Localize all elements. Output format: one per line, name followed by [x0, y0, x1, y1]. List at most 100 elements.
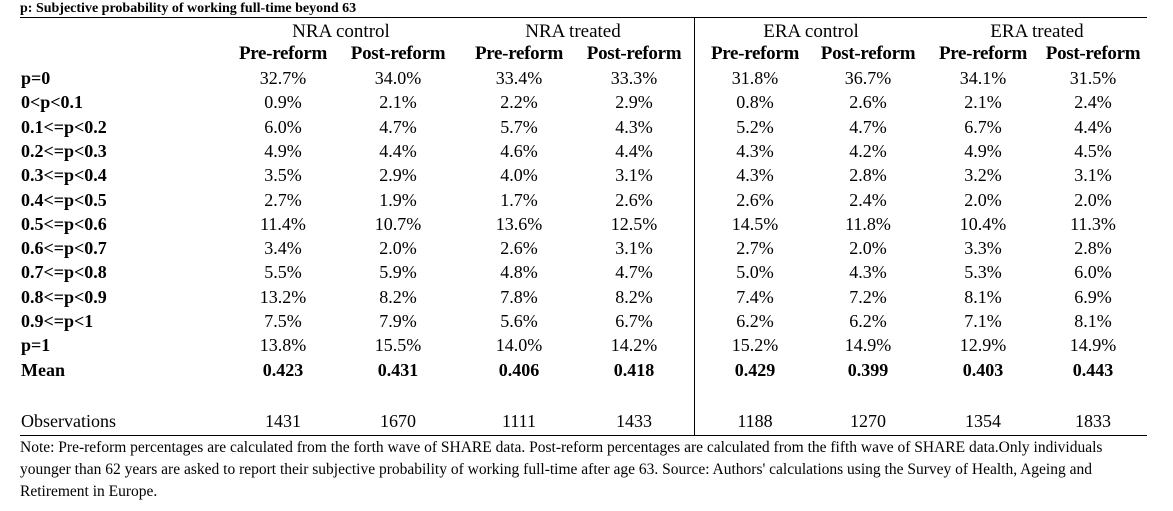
table-cell: 2.4% [1074, 92, 1112, 112]
table-cell: 4.0% [500, 165, 538, 185]
table-cell: 14.9% [844, 335, 892, 355]
table-cell: 12.5% [610, 214, 658, 234]
row-label: p=1 [21, 335, 51, 355]
table-cell: 6.2% [849, 311, 887, 331]
table-row: 0.6<=p<0.7 3.4% 2.0% 2.6% 3.1% 2.7% 2.0% 3.3% 2.… [0, 236, 1173, 260]
table-cell: 1670 [380, 411, 416, 431]
table-cell: 0.406 [498, 360, 540, 380]
column-header: Post-reform [350, 43, 446, 64]
table-cell: 0.9% [264, 92, 302, 112]
table-cell: 5.7% [500, 117, 538, 137]
table-cell: 5.2% [736, 117, 774, 137]
table-row: 0.9<=p<1 7.5% 7.9% 5.6% 6.7% 6.2% 6.2% 7.1% 8.1% [0, 309, 1173, 333]
row-label: Mean [21, 360, 65, 380]
table-cell: 14.5% [731, 214, 779, 234]
table-cell: 5.9% [379, 262, 417, 282]
column-header: Post-reform [1045, 43, 1141, 64]
table-cell: 31.5% [1069, 68, 1117, 88]
table-cell: 3.5% [264, 165, 302, 185]
table-cell: 34.0% [374, 68, 422, 88]
table-cell: 1188 [737, 411, 773, 431]
group-header: ERA treated [990, 21, 1084, 42]
table-cell: 4.7% [849, 117, 887, 137]
table-cell: 4.4% [379, 141, 417, 161]
row-label: Observations [21, 411, 116, 431]
top-rule [20, 17, 1147, 18]
table-cell: 5.3% [964, 262, 1002, 282]
table-cell: 13.2% [259, 287, 307, 307]
table-cell: 2.4% [849, 190, 887, 210]
table-cell: 3.1% [615, 165, 653, 185]
table-cell: 6.0% [264, 117, 302, 137]
table-cell: 5.6% [500, 311, 538, 331]
table-caption: p: Subjective probability of working ful… [20, 1, 357, 16]
table-cell: 4.7% [615, 262, 653, 282]
table-cell: 6.2% [736, 311, 774, 331]
table-cell: 4.3% [736, 141, 774, 161]
table-row: p=1 13.8% 15.5% 14.0% 14.2% 15.2% 14.9% 12.9% 14… [0, 333, 1173, 357]
table-row: 0.4<=p<0.5 2.7% 1.9% 1.7% 2.6% 2.6% 2.4% 2.0% 2.… [0, 188, 1173, 212]
table-cell: 36.7% [844, 68, 892, 88]
table-cell: 32.7% [259, 68, 307, 88]
table-cell: 1833 [1075, 411, 1111, 431]
row-label: 0.1<=p<0.2 [21, 117, 107, 137]
table-row: 0.7<=p<0.8 5.5% 5.9% 4.8% 4.7% 5.0% 4.3% 5.3% 6.… [0, 260, 1173, 284]
table-cell: 2.1% [379, 92, 417, 112]
column-header: Pre-reform [474, 43, 564, 64]
table-cell: 2.6% [500, 238, 538, 258]
table-row: 0<p<0.1 0.9% 2.1% 2.2% 2.9% 0.8% 2.6% 2.1% 2.4% [0, 90, 1173, 114]
table-cell: 2.6% [615, 190, 653, 210]
table-cell: 4.9% [264, 141, 302, 161]
table-row: 0.2<=p<0.3 4.9% 4.4% 4.6% 4.4% 4.3% 4.2% 4.9% 4.… [0, 139, 1173, 163]
table-cell: 0.431 [377, 360, 419, 380]
table-cell: 7.1% [964, 311, 1002, 331]
table-cell: 2.9% [615, 92, 653, 112]
table-cell: 0.418 [613, 360, 655, 380]
table-cell: 6.0% [1074, 262, 1112, 282]
table-cell: 12.9% [959, 335, 1007, 355]
column-divider [694, 18, 695, 435]
table-row: 0.1<=p<0.2 6.0% 4.7% 5.7% 4.3% 5.2% 4.7% 6.7% 4.… [0, 115, 1173, 139]
row-label: p=0 [21, 68, 51, 88]
table-cell: 10.4% [959, 214, 1007, 234]
table-cell: 13.8% [259, 335, 307, 355]
table-cell: 2.0% [379, 238, 417, 258]
table-cell: 6.9% [1074, 287, 1112, 307]
table-cell: 11.3% [1070, 214, 1116, 234]
column-header: Post-reform [586, 43, 682, 64]
bottom-rule [20, 435, 1147, 436]
row-label: 0.8<=p<0.9 [21, 287, 107, 307]
group-header: NRA control [292, 21, 390, 42]
table-cell: 11.8% [845, 214, 891, 234]
table-cell: 7.4% [736, 287, 774, 307]
mean-row: Mean 0.423 0.431 0.406 0.418 0.429 0.399 0.403 0… [0, 358, 1173, 382]
table-cell: 2.0% [964, 190, 1002, 210]
table-cell: 4.4% [1074, 117, 1112, 137]
table-cell: 8.1% [964, 287, 1002, 307]
row-label: 0.4<=p<0.5 [21, 190, 107, 210]
table-cell: 14.2% [610, 335, 658, 355]
table-cell: 14.9% [1069, 335, 1117, 355]
table-row: 0.5<=p<0.6 11.4% 10.7% 13.6% 12.5% 14.5% 11.8%… [0, 212, 1173, 236]
table-cell: 4.4% [615, 141, 653, 161]
table-cell: 4.3% [849, 262, 887, 282]
table-cell: 4.8% [500, 262, 538, 282]
table-note: Note: Pre-reform percentages are calcula… [20, 439, 1103, 500]
table-cell: 0.8% [736, 92, 774, 112]
table-cell: 1433 [616, 411, 652, 431]
table-cell: 31.8% [731, 68, 779, 88]
table-cell: 1354 [965, 411, 1001, 431]
table-cell: 8.1% [1074, 311, 1112, 331]
table-cell: 15.2% [731, 335, 779, 355]
table-cell: 1.7% [500, 190, 538, 210]
group-header: ERA control [763, 21, 859, 42]
table-cell: 7.5% [264, 311, 302, 331]
table-cell: 3.1% [615, 238, 653, 258]
row-label: 0.3<=p<0.4 [21, 165, 107, 185]
group-header: NRA treated [525, 21, 621, 42]
table-cell: 2.1% [964, 92, 1002, 112]
table-cell: 2.2% [500, 92, 538, 112]
table-cell: 4.5% [1074, 141, 1112, 161]
row-label: 0<p<0.1 [21, 92, 84, 112]
table-cell: 4.6% [500, 141, 538, 161]
